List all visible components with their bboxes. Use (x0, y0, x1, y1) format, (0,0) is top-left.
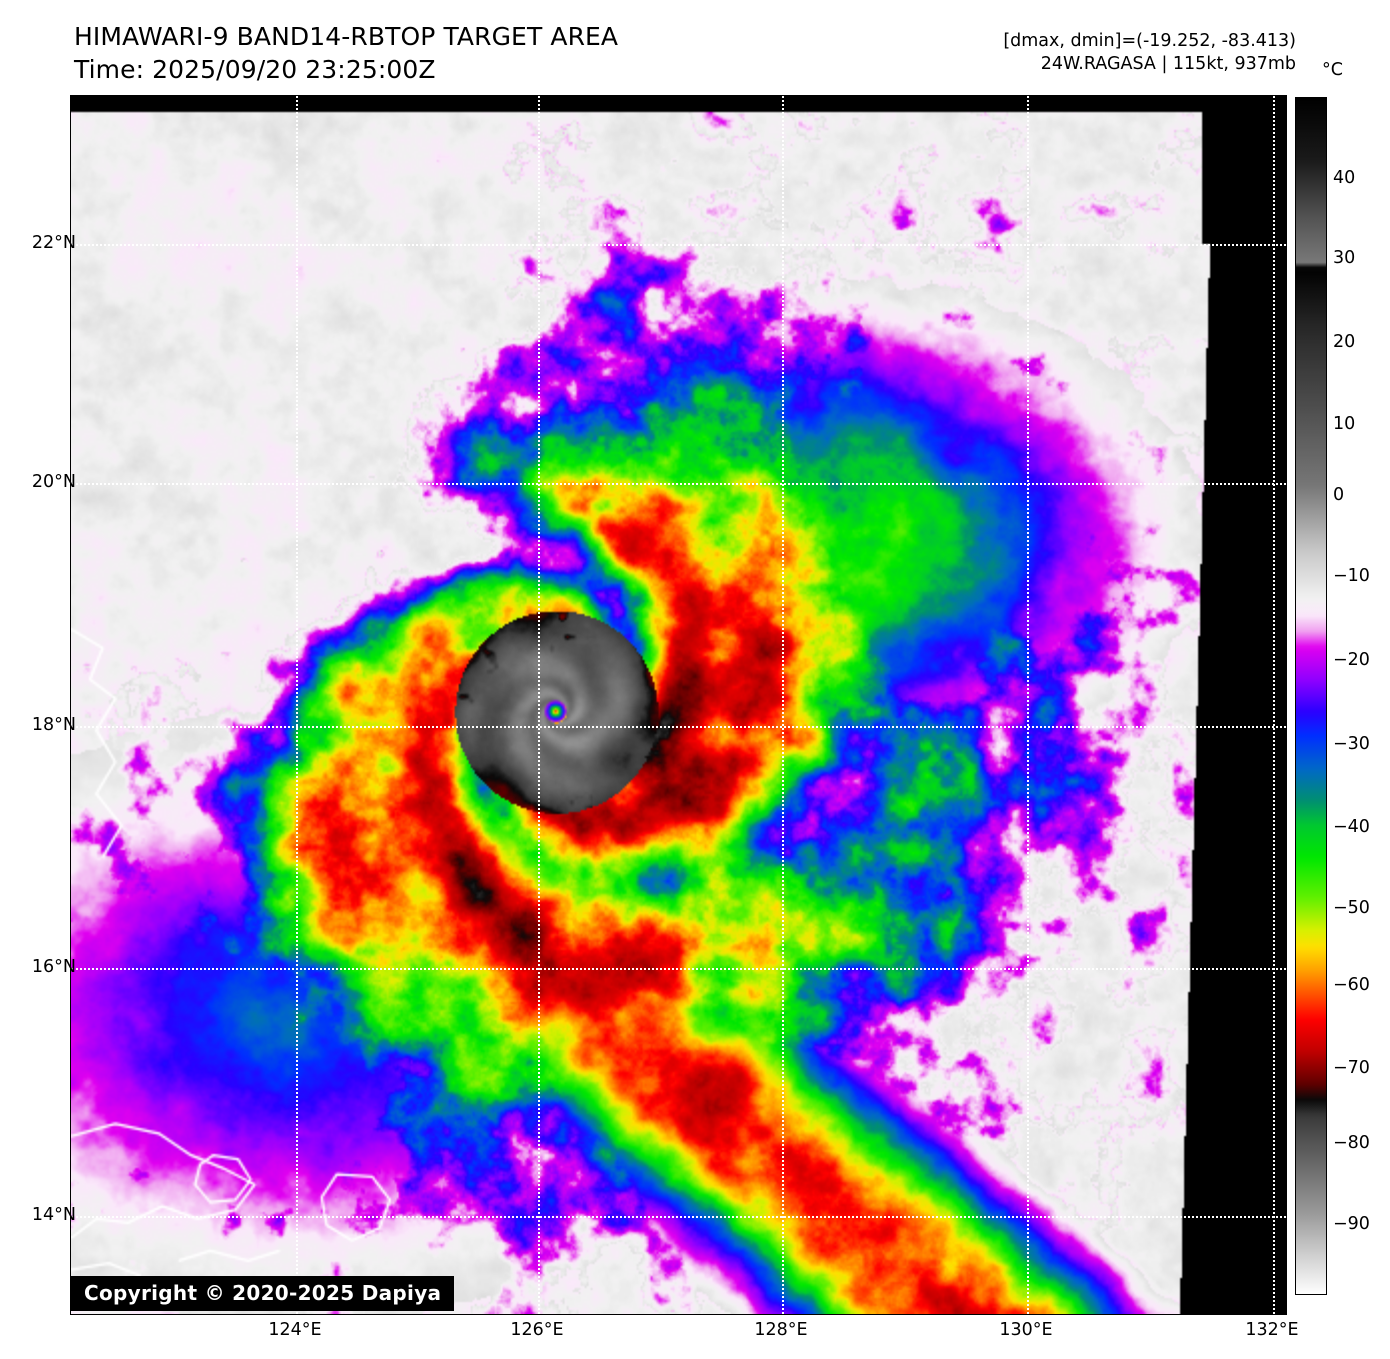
colorbar-tick-20: 20 (1333, 332, 1356, 352)
colorbar-gradient (1296, 98, 1326, 1294)
copyright-badge: Copyright © 2020-2025 Dapiya (71, 1276, 455, 1311)
colorbar-tick--10: −10 (1333, 566, 1370, 586)
colorbar-tick-30: 30 (1333, 248, 1356, 268)
colorbar-tick-0: 0 (1333, 485, 1345, 505)
lat-tick-label-16: 16°N (31, 957, 76, 977)
colorbar[interactable] (1295, 97, 1327, 1295)
gridline-lon-124 (296, 96, 298, 1314)
gridline-lon-126 (538, 96, 540, 1314)
colorbar-unit-label: °C (1322, 60, 1343, 80)
gridline-lon-132 (1273, 96, 1275, 1314)
page-title: HIMAWARI-9 BAND14-RBTOP TARGET AREA (74, 22, 619, 51)
lon-tick-label-130: 130°E (999, 1320, 1053, 1340)
colorbar-tick--80: −80 (1333, 1133, 1370, 1153)
header-title-block: HIMAWARI-9 BAND14-RBTOP TARGET AREA Time… (74, 21, 618, 86)
colorbar-tick--30: −30 (1333, 734, 1370, 754)
gridline-lat-20 (71, 483, 1286, 485)
gridline-lon-128 (782, 96, 784, 1314)
lat-tick-label-18: 18°N (31, 715, 76, 735)
lon-tick-label-126: 126°E (510, 1320, 564, 1340)
colorbar-tick-10: 10 (1333, 414, 1356, 434)
satellite-image-panel[interactable]: Copyright © 2020-2025 Dapiya (70, 95, 1287, 1315)
data-minmax-label: [dmax, dmin]=(-19.252, -83.413) (1003, 31, 1296, 51)
colorbar-tick-40: 40 (1333, 168, 1356, 188)
lat-tick-label-14: 14°N (31, 1205, 76, 1225)
gridline-lon-130 (1027, 96, 1029, 1314)
colorbar-tick--90: −90 (1333, 1214, 1370, 1234)
header-meta-block: [dmax, dmin]=(-19.252, -83.413) 24W.RAGA… (1003, 30, 1296, 76)
lat-tick-label-20: 20°N (31, 472, 76, 492)
lon-tick-label-124: 124°E (268, 1320, 322, 1340)
satellite-raster-clip (71, 96, 1286, 1314)
satellite-ir-raster (71, 96, 1286, 1314)
colorbar-tick--60: −60 (1333, 975, 1370, 995)
gridline-lat-16 (71, 968, 1286, 970)
lat-tick-label-22: 22°N (31, 233, 76, 253)
lon-tick-label-132: 132°E (1245, 1320, 1299, 1340)
observation-time: Time: 2025/09/20 23:25:00Z (74, 54, 436, 84)
colorbar-tick--20: −20 (1333, 650, 1370, 670)
lon-tick-label-128: 128°E (754, 1320, 808, 1340)
gridline-lat-18 (71, 726, 1286, 728)
storm-info-label: 24W.RAGASA | 115kt, 937mb (1040, 54, 1296, 75)
gridline-lat-14 (71, 1216, 1286, 1218)
colorbar-tick--70: −70 (1333, 1058, 1370, 1078)
colorbar-tick--40: −40 (1333, 817, 1370, 837)
gridline-lat-22 (71, 244, 1286, 246)
colorbar-tick--50: −50 (1333, 898, 1370, 918)
